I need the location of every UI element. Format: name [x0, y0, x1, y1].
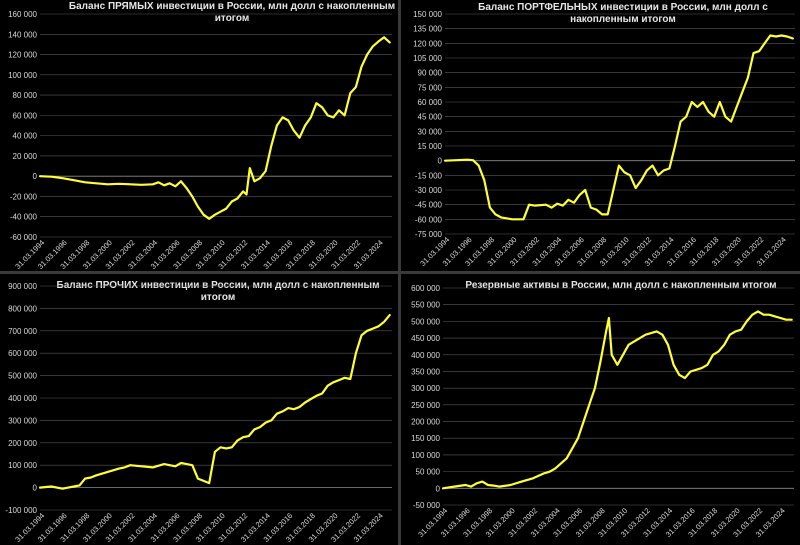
- series-line: [38, 313, 391, 490]
- chart-direct-investments: Баланс ПРЯМЫХ инвестиции в России, млн д…: [8, 1, 395, 271]
- chart-title-line: накопленным итогом: [570, 14, 676, 25]
- y-tick-label: 30 000: [418, 127, 443, 136]
- y-tick-label: 15 000: [418, 142, 443, 151]
- chart-title-line: Баланс ПРЯМЫХ инвестиции в России, млн д…: [69, 1, 395, 12]
- y-tick-label: 100 000: [8, 71, 37, 80]
- y-tick-label: 400 000: [8, 394, 37, 403]
- chart-panel-reserves: Резервные активы в России, млн долл с на…: [401, 274, 800, 545]
- y-tick-label: 600 000: [411, 284, 440, 293]
- y-tick-label: 120 000: [8, 51, 37, 60]
- y-tick-label: 150 000: [411, 434, 440, 443]
- y-tick-label: -60 000: [10, 233, 38, 242]
- y-tick-label: 500 000: [8, 372, 37, 381]
- y-tick-label: 135 000: [413, 25, 442, 34]
- y-tick-label: 120 000: [413, 39, 442, 48]
- y-tick-label: 100 000: [8, 461, 37, 470]
- y-tick-label: 100 000: [411, 451, 440, 460]
- chart-title-line: итогом: [215, 13, 249, 24]
- y-tick-label: 50 000: [416, 468, 441, 477]
- y-tick-label: 800 000: [8, 304, 37, 313]
- y-tick-label: 550 000: [411, 301, 440, 310]
- y-tick-label: 200 000: [8, 439, 37, 448]
- chart-panel-portfolio: Баланс ПОРТФЕЛЬНЫХ инвестиции в России, …: [401, 0, 800, 271]
- chart-portfolio-investments: Баланс ПОРТФЕЛЬНЫХ инвестиции в России, …: [413, 2, 795, 268]
- series-line: [38, 36, 391, 220]
- chart-title-line: итогом: [201, 292, 235, 303]
- y-tick-label: 60 000: [13, 111, 38, 120]
- y-tick-label: 0: [436, 484, 441, 493]
- y-tick-label: 600 000: [8, 349, 37, 358]
- divider-horizontal: [0, 271, 800, 274]
- y-tick-label: 40 000: [13, 132, 38, 141]
- y-tick-label: 700 000: [8, 327, 37, 336]
- y-tick-label: -20 000: [10, 192, 38, 201]
- y-tick-label: 75 000: [418, 83, 443, 92]
- y-tick-label: 500 000: [411, 317, 440, 326]
- y-tick-label: -15 000: [415, 171, 443, 180]
- y-tick-label: -30 000: [415, 186, 443, 195]
- y-tick-label: -100 000: [5, 506, 37, 515]
- y-tick-label: 350 000: [411, 367, 440, 376]
- y-tick-label: -75 000: [415, 230, 443, 239]
- y-tick-label: 0: [33, 172, 38, 181]
- y-tick-label: 0: [33, 484, 38, 493]
- y-tick-label: 250 000: [411, 401, 440, 410]
- y-tick-label: 150 000: [413, 10, 442, 19]
- y-tick-label: 160 000: [8, 10, 37, 19]
- y-tick-label: 140 000: [8, 30, 37, 39]
- y-tick-label: 90 000: [418, 69, 443, 78]
- y-tick-label: 20 000: [13, 152, 38, 161]
- y-tick-label: 400 000: [411, 351, 440, 360]
- y-tick-label: 80 000: [13, 91, 38, 100]
- series-line: [443, 34, 794, 221]
- y-tick-label: 300 000: [411, 384, 440, 393]
- chart-title-line: Резервные активы в России, млн долл с на…: [465, 280, 776, 291]
- y-tick-label: 105 000: [413, 54, 442, 63]
- chart-title-line: Баланс ПОРТФЕЛЬНЫХ инвестиции в России, …: [478, 2, 768, 13]
- chart-panel-other: Баланс ПРОЧИХ инвестиции в России, млн д…: [0, 274, 398, 545]
- chart-title-line: Баланс ПРОЧИХ инвестиции в России, млн д…: [57, 280, 380, 291]
- y-tick-label: -40 000: [10, 213, 38, 222]
- y-tick-label: -50 000: [413, 501, 441, 510]
- y-tick-label: 45 000: [418, 113, 443, 122]
- series-line: [441, 310, 793, 490]
- y-tick-label: 200 000: [411, 418, 440, 427]
- y-tick-label: -60 000: [415, 215, 443, 224]
- y-tick-label: 450 000: [411, 334, 440, 343]
- y-tick-label: 0: [438, 157, 443, 166]
- chart-other-investments: Баланс ПРОЧИХ инвестиции в России, млн д…: [5, 280, 392, 544]
- y-tick-label: 900 000: [8, 282, 37, 291]
- y-tick-label: 60 000: [418, 98, 443, 107]
- y-tick-label: 300 000: [8, 416, 37, 425]
- chart-reserve-assets: Резервные активы в России, млн долл с на…: [411, 280, 794, 539]
- y-tick-label: -45 000: [415, 201, 443, 210]
- chart-panel-direct: Баланс ПРЯМЫХ инвестиции в России, млн д…: [0, 0, 398, 271]
